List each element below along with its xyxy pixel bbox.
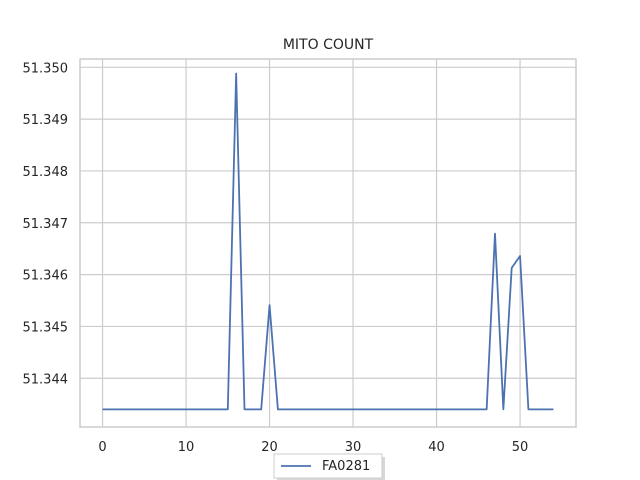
x-tick-label: 0 <box>98 440 106 455</box>
y-tick-label: 51.350 <box>23 61 69 76</box>
y-tick-label: 51.349 <box>23 113 69 128</box>
x-tick-label: 40 <box>428 440 445 455</box>
y-tick-label: 51.344 <box>23 372 69 387</box>
x-tick-label: 30 <box>345 440 362 455</box>
y-tick-label: 51.347 <box>23 217 69 232</box>
series-line-fa0281 <box>102 72 554 411</box>
legend: FA0281 <box>273 453 385 480</box>
x-tick-label: 10 <box>178 440 195 455</box>
y-tick-label: 51.348 <box>23 165 69 180</box>
chart-title: MITO COUNT <box>283 37 374 53</box>
x-tick-label: 50 <box>512 440 529 455</box>
grid-layer <box>80 59 576 427</box>
x-tick-label: 20 <box>261 440 278 455</box>
legend-label-fa0281: FA0281 <box>322 459 370 474</box>
series-layer <box>102 72 554 411</box>
plot-frame <box>79 58 577 428</box>
y-tick-label: 51.346 <box>23 269 69 284</box>
y-tick-label: 51.345 <box>23 320 69 335</box>
tick-labels: 0 10 20 30 40 50 51.344 51.345 51.346 51.347 51.34… <box>23 61 529 455</box>
plot-border <box>79 58 577 428</box>
